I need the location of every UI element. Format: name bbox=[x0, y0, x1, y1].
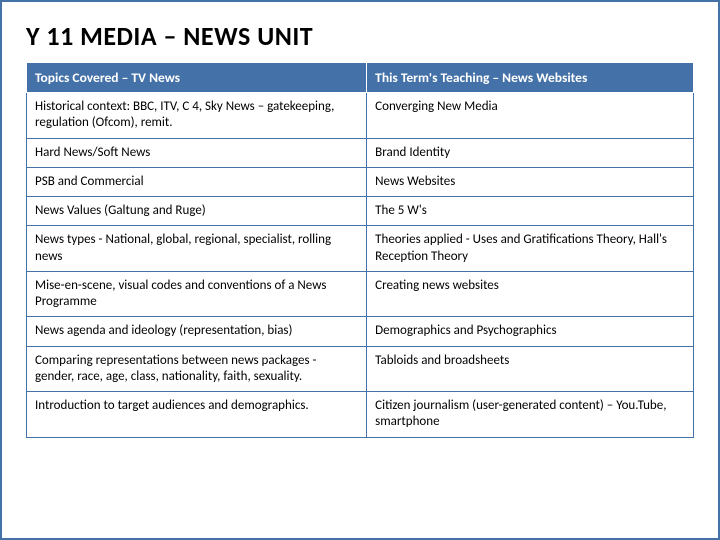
cell-right: Demographics and Psychographics bbox=[367, 317, 694, 346]
page-title: Y 11 MEDIA – NEWS UNIT bbox=[26, 20, 694, 52]
cell-right: Converging New Media bbox=[367, 93, 694, 139]
content-table: Topics Covered – TV News This Term's Tea… bbox=[26, 62, 694, 438]
cell-left: Historical context: BBC, ITV, C 4, Sky N… bbox=[27, 93, 367, 139]
cell-left: News agenda and ideology (representation… bbox=[27, 317, 367, 346]
cell-right: Citizen journalism (user-generated conte… bbox=[367, 392, 694, 438]
column-header-right: This Term's Teaching – News Websites bbox=[367, 63, 694, 93]
cell-left: Mise-en-scene, visual codes and conventi… bbox=[27, 271, 367, 317]
column-header-left: Topics Covered – TV News bbox=[27, 63, 367, 93]
table-row: News agenda and ideology (representation… bbox=[27, 317, 694, 346]
cell-right: News Websites bbox=[367, 167, 694, 196]
cell-left: News types - National, global, regional,… bbox=[27, 226, 367, 272]
cell-left: PSB and Commercial bbox=[27, 167, 367, 196]
cell-right: Creating news websites bbox=[367, 271, 694, 317]
table-row: Comparing representations between news p… bbox=[27, 346, 694, 392]
table-row: Introduction to target audiences and dem… bbox=[27, 392, 694, 438]
cell-right: Brand Identity bbox=[367, 138, 694, 167]
table-row: Historical context: BBC, ITV, C 4, Sky N… bbox=[27, 93, 694, 139]
cell-left: Comparing representations between news p… bbox=[27, 346, 367, 392]
table-row: PSB and Commercial News Websites bbox=[27, 167, 694, 196]
cell-left: Introduction to target audiences and dem… bbox=[27, 392, 367, 438]
cell-left: Hard News/Soft News bbox=[27, 138, 367, 167]
cell-right: Tabloids and broadsheets bbox=[367, 346, 694, 392]
table-row: News types - National, global, regional,… bbox=[27, 226, 694, 272]
cell-right: The 5 W's bbox=[367, 197, 694, 226]
cell-left: News Values (Galtung and Ruge) bbox=[27, 197, 367, 226]
table-row: Hard News/Soft News Brand Identity bbox=[27, 138, 694, 167]
cell-right: Theories applied - Uses and Gratificatio… bbox=[367, 226, 694, 272]
table-row: Mise-en-scene, visual codes and conventi… bbox=[27, 271, 694, 317]
table-header-row: Topics Covered – TV News This Term's Tea… bbox=[27, 63, 694, 93]
table-row: News Values (Galtung and Ruge) The 5 W's bbox=[27, 197, 694, 226]
